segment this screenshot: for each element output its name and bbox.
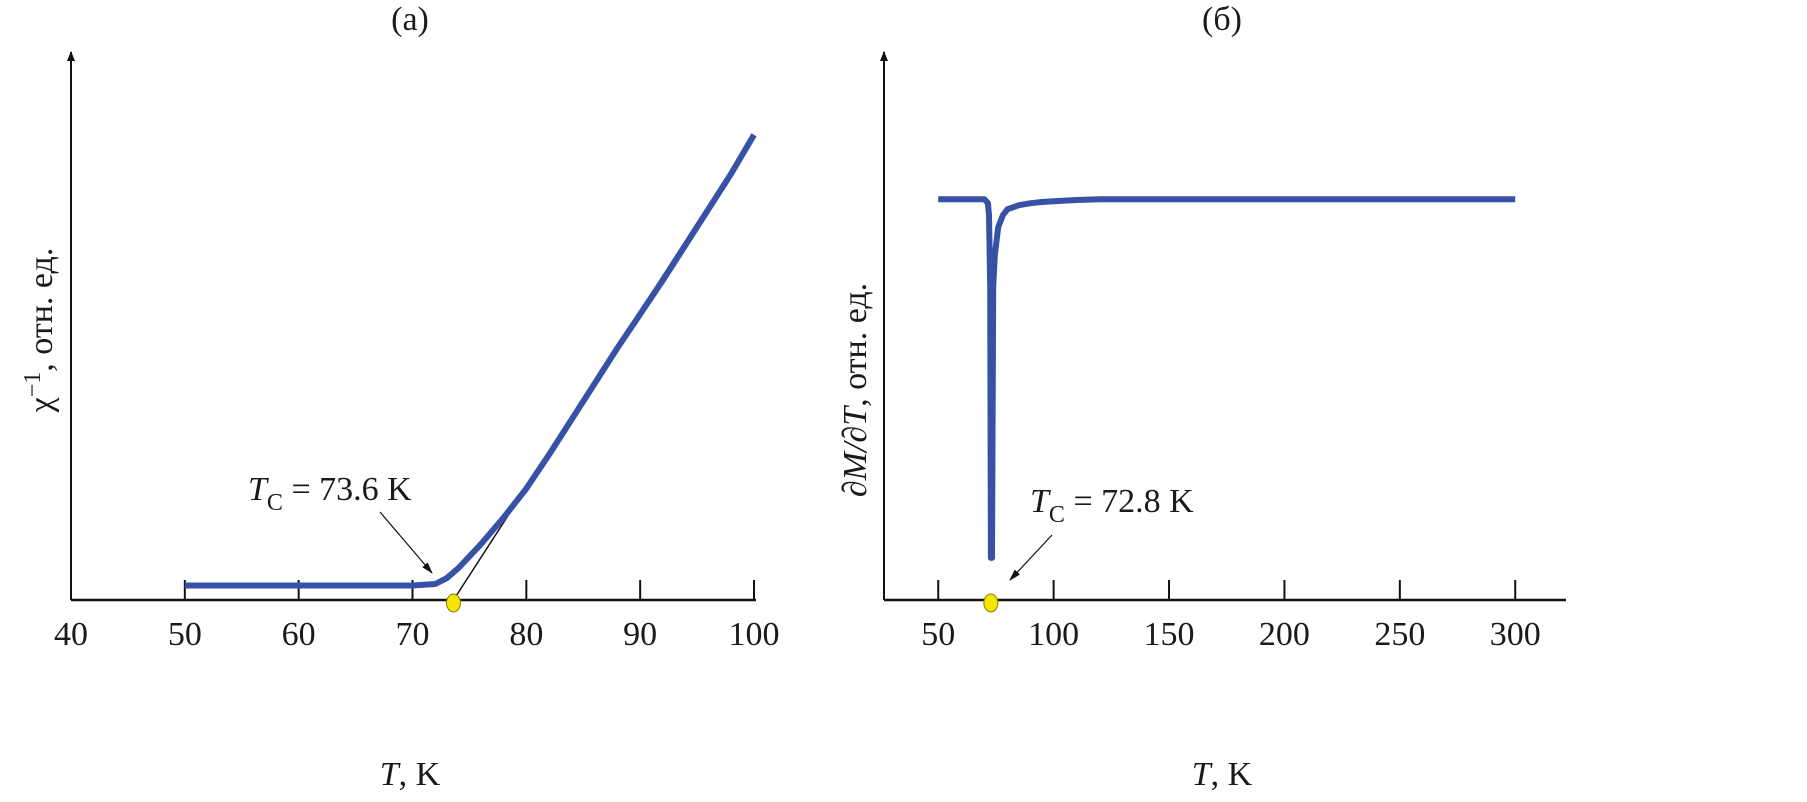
panel-a-annotation-arrow: [379, 511, 433, 574]
panel-a-y-title-unit: , отн. ед.: [23, 248, 60, 372]
panel-a-x-title: T, K: [380, 756, 441, 793]
panel-a-annotation-var: T: [248, 471, 269, 508]
panel-a-x-tick-label: 90: [623, 616, 657, 653]
panel-b-x-tick-label: 100: [1028, 616, 1079, 653]
panel-a-x-tick-label: 40: [54, 616, 88, 653]
panel-b-dmdt-curve: [938, 196, 1516, 561]
panel-a-x-title-var: T: [380, 756, 401, 793]
panel-b-annotation: TC = 72.8 K: [1030, 483, 1194, 528]
panel-a-x-title-unit: , K: [399, 756, 441, 793]
panel-a-label: (a): [391, 1, 429, 38]
panel-b-x-tick-label: 250: [1374, 616, 1425, 653]
panel-b-y-title-unit: , отн. ед.: [837, 283, 874, 407]
panel-a-annotation-sub: C: [267, 490, 283, 516]
panel-b-tc-marker: [983, 593, 999, 613]
panel-a-y-title-var: χ: [23, 397, 60, 413]
panel-b-x-tick-label: 200: [1259, 616, 1310, 653]
panel-a-annotation-text: = 73.6 K: [283, 471, 412, 508]
panel-b-annotation-sub: C: [1049, 502, 1065, 528]
panel-a-y-title-sup: −1: [20, 372, 46, 398]
panel-b-annotation-text: = 72.8 K: [1065, 483, 1194, 520]
panel-b-x-tick-label: 300: [1490, 616, 1541, 653]
panel-a-x-tick-label: 50: [168, 616, 202, 653]
panel-b-x-title-var: T: [1192, 756, 1213, 793]
panel-b-y-title-var: ∂M/∂T: [837, 405, 874, 497]
panel-a-x-tick-label: 60: [282, 616, 316, 653]
panel-b: (б) 50 100 150 200 250 300 ∂M/∂T, отн. ед. T,…: [837, 1, 1566, 793]
panel-a-y-title: χ−1, отн. ед.: [20, 248, 60, 414]
panel-a-x-tick-label: 100: [729, 616, 780, 653]
panel-a-x-tick-label: 70: [396, 616, 430, 653]
panel-a-chi-inverse-curve: [184, 133, 757, 589]
panel-b-annotation-arrow: [1009, 534, 1053, 581]
panel-b-label: (б): [1202, 1, 1242, 38]
panel-b-x-title-unit: , K: [1211, 756, 1253, 793]
panel-b-x-tick-label: 50: [921, 616, 955, 653]
panel-b-annotation-var: T: [1030, 483, 1051, 520]
panel-b-x-tick-label: 150: [1144, 616, 1195, 653]
panel-a-x-tick-label: 80: [509, 616, 543, 653]
panel-b-x-title: T, K: [1192, 756, 1253, 793]
panel-a-tc-marker: [445, 593, 461, 613]
panel-b-y-title: ∂M/∂T, отн. ед.: [837, 283, 874, 497]
panel-a-annotation: TC = 73.6 K: [248, 471, 412, 516]
panel-a: (a) 40 50 60 70 80 90 100 χ−1, отн. ед. T, K T…: [20, 1, 780, 793]
